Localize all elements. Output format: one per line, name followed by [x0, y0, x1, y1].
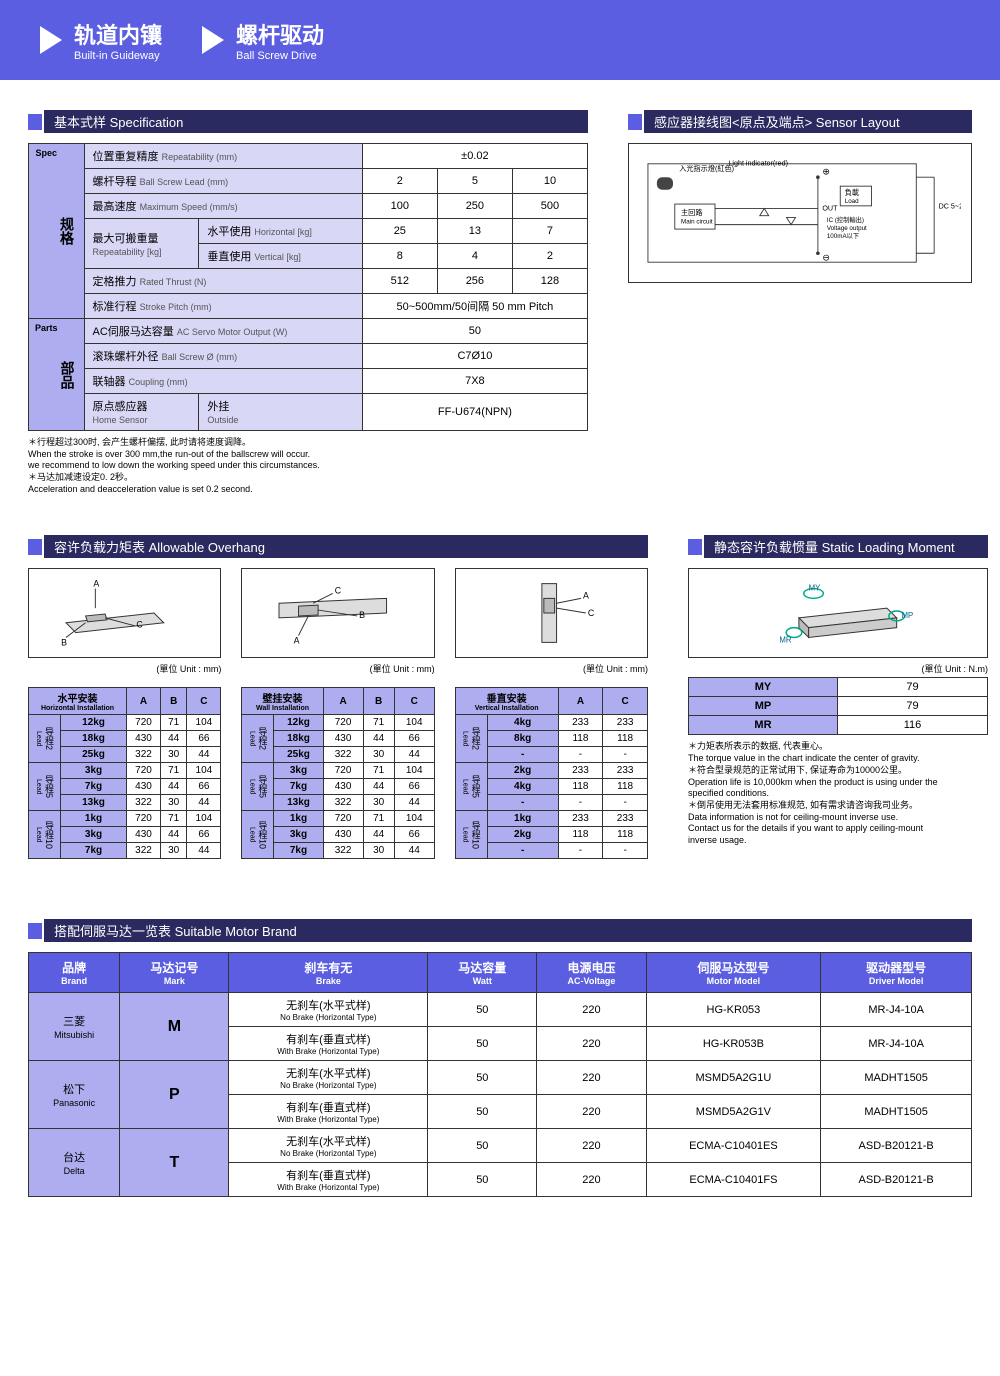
header-banner: 轨道内镶 Built-in Guideway 螺杆驱动 Ball Screw D…	[0, 0, 1000, 80]
section-sensor: 感应器接线图<原点及端点> Sensor Layout	[628, 110, 972, 133]
overhang-diagram-2: AC	[455, 568, 648, 658]
svg-text:B: B	[360, 610, 366, 620]
section-motor: 搭配伺服马达一览表 Suitable Motor Brand	[28, 919, 972, 942]
svg-text:C: C	[587, 608, 594, 618]
svg-text:C: C	[136, 620, 143, 630]
header-item-1: 轨道内镶 Built-in Guideway	[40, 18, 162, 62]
section-spec: 基本式样 Specification	[28, 110, 588, 133]
header-2-cn: 螺杆驱动	[236, 18, 324, 50]
svg-text:A: A	[583, 591, 589, 601]
triangle-icon	[202, 26, 224, 54]
triangle-icon	[40, 26, 62, 54]
svg-text:Voltage output: Voltage output	[827, 225, 867, 232]
header-1-en: Built-in Guideway	[74, 50, 162, 62]
moment-table: MY79MP79MR116	[688, 677, 988, 735]
svg-text:Main circuit: Main circuit	[681, 219, 713, 226]
svg-text:IC (控制輸出): IC (控制輸出)	[827, 215, 864, 224]
svg-text:⊕: ⊕	[822, 167, 830, 177]
svg-text:MR: MR	[779, 636, 792, 645]
static-notes: ＊力矩表所表示的数据, 代表重心。 The torque value in th…	[688, 741, 988, 846]
svg-text:負載: 負載	[845, 188, 859, 197]
overhang-table-2: 垂直安装Vertical InstallationAC导程2Lead4kg233…	[455, 687, 648, 859]
spec-table: 规格Spec位置重复精度 Repeatability (mm)±0.02螺杆导程…	[28, 143, 588, 431]
overhang-table-0: 水平安装Horizontal InstallationABC导程2Lead12k…	[28, 687, 221, 859]
static-unit: (單位 Unit : N.m)	[688, 662, 988, 675]
svg-text:100mA以下: 100mA以下	[827, 232, 859, 240]
svg-text:Load: Load	[845, 198, 859, 205]
svg-text:A: A	[294, 636, 300, 646]
svg-text:Light indicator(red): Light indicator(red)	[728, 160, 788, 168]
svg-text:MY: MY	[809, 584, 822, 593]
svg-text:入光指示燈(紅色): 入光指示燈(紅色)	[679, 164, 734, 173]
spec-notes: ＊行程超过300时, 会产生螺杆偏摆, 此时请将速度调降。 When the s…	[28, 437, 588, 495]
static-diagram: MY MP MR	[688, 568, 988, 658]
header-item-2: 螺杆驱动 Ball Screw Drive	[202, 18, 324, 62]
overhang-table-1: 壁挂安装Wall InstallationABC导程2Lead12kg72071…	[241, 687, 434, 859]
svg-text:OUT: OUT	[822, 204, 838, 212]
sensor-diagram: 入光指示燈(紅色) Light indicator(red) 主回路 Main …	[628, 143, 972, 283]
svg-text:主回路: 主回路	[681, 208, 702, 217]
header-2-en: Ball Screw Drive	[236, 50, 324, 62]
svg-text:C: C	[335, 586, 342, 596]
overhang-diagram-1: A B C	[241, 568, 434, 658]
svg-text:DC 5~24V: DC 5~24V	[939, 203, 961, 211]
overhang-diagram-0: A C B	[28, 568, 221, 658]
svg-text:⊖: ⊖	[822, 252, 830, 262]
svg-text:MP: MP	[902, 611, 914, 620]
svg-text:A: A	[93, 579, 99, 589]
section-static: 静态容许负载惯量 Static Loading Moment	[688, 535, 988, 558]
header-1-cn: 轨道内镶	[74, 18, 162, 50]
motor-table: 品牌Brand马达记号Mark刹车有无Brake马达容量Watt电源电压AC-V…	[28, 952, 972, 1197]
section-overhang: 容许负载力矩表 Allowable Overhang	[28, 535, 648, 558]
svg-text:B: B	[61, 638, 67, 648]
